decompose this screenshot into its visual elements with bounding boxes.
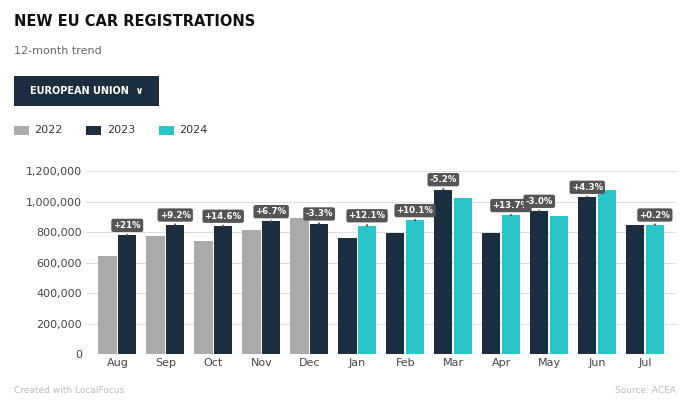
Bar xyxy=(166,225,184,354)
Bar xyxy=(195,241,213,354)
Text: +6.7%: +6.7% xyxy=(255,207,287,222)
Bar xyxy=(482,233,500,354)
Text: +4.3%: +4.3% xyxy=(572,183,603,197)
Text: 2023: 2023 xyxy=(107,125,135,135)
Bar xyxy=(262,222,280,354)
Text: +0.2%: +0.2% xyxy=(640,210,670,225)
Text: +14.6%: +14.6% xyxy=(205,212,241,226)
Bar xyxy=(214,226,233,354)
Bar xyxy=(386,233,404,354)
Text: +10.1%: +10.1% xyxy=(397,206,433,220)
Bar xyxy=(99,256,117,354)
Bar xyxy=(646,225,664,354)
Text: +13.7%: +13.7% xyxy=(493,201,529,215)
Text: -5.2%: -5.2% xyxy=(430,175,457,190)
Text: EUROPEAN UNION  ∨: EUROPEAN UNION ∨ xyxy=(30,86,143,96)
Text: -3.3%: -3.3% xyxy=(306,210,333,224)
Text: -3.0%: -3.0% xyxy=(526,197,553,211)
Bar xyxy=(550,216,568,354)
Text: Source: ACEA: Source: ACEA xyxy=(615,386,676,395)
Bar xyxy=(118,235,137,354)
Text: 2024: 2024 xyxy=(179,125,208,135)
Bar xyxy=(578,197,596,354)
Bar xyxy=(598,190,616,354)
Bar xyxy=(358,226,376,354)
Text: +12.1%: +12.1% xyxy=(348,211,386,226)
Bar xyxy=(338,238,357,354)
Bar xyxy=(454,198,472,354)
Bar xyxy=(434,190,453,354)
Text: Created with LocalFocus: Created with LocalFocus xyxy=(14,386,124,395)
Text: 2022: 2022 xyxy=(34,125,63,135)
Bar xyxy=(290,218,308,354)
Bar xyxy=(310,224,328,354)
Bar xyxy=(530,211,549,354)
Bar xyxy=(146,236,165,354)
Bar xyxy=(242,230,261,354)
Text: +9.2%: +9.2% xyxy=(159,210,190,225)
Bar xyxy=(406,220,424,354)
Bar xyxy=(502,215,520,354)
Text: NEW EU CAR REGISTRATIONS: NEW EU CAR REGISTRATIONS xyxy=(14,14,255,29)
Text: 12-month trend: 12-month trend xyxy=(14,46,101,56)
Bar xyxy=(626,225,644,354)
Text: +21%: +21% xyxy=(113,221,141,235)
